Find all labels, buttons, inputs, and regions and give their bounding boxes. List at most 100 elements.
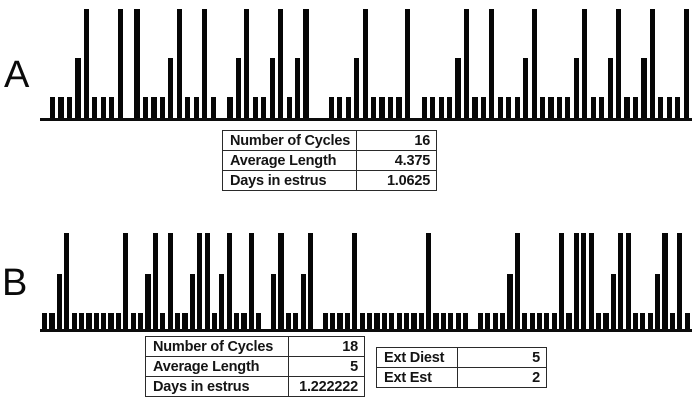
day-bar: [235, 58, 242, 119]
day-bar: [93, 313, 99, 330]
day-bar: [269, 58, 275, 119]
day-bar: [49, 313, 55, 330]
day-bar: [160, 313, 166, 330]
day-bar: [227, 97, 233, 119]
day-bar: [506, 97, 512, 119]
day-bar: [573, 233, 579, 330]
day-bar: [278, 233, 284, 330]
day-bar: [115, 313, 122, 330]
day-bar: [669, 313, 676, 330]
day-bar: [421, 97, 427, 119]
day-bar: [625, 233, 631, 330]
day-bar: [307, 233, 314, 330]
day-bar: [529, 313, 535, 330]
table-row: Average Length 5: [145, 356, 365, 377]
day-bar: [100, 97, 106, 119]
day-bar: [455, 58, 461, 119]
day-bar: [379, 97, 385, 119]
day-bar: [367, 313, 373, 330]
day-bar: [675, 97, 681, 119]
day-bar: [248, 233, 254, 330]
day-bar: [624, 97, 630, 119]
day-bar: [56, 274, 62, 330]
day-bar: [666, 97, 672, 119]
stat-value: 2: [457, 367, 547, 388]
day-bar: [303, 9, 309, 119]
day-bar: [168, 58, 174, 119]
day-bar: [362, 9, 368, 119]
day-bar: [204, 233, 210, 330]
day-bar: [234, 313, 240, 330]
day-bar: [615, 9, 622, 119]
day-bar: [588, 233, 594, 330]
day-bar: [337, 313, 343, 330]
day-bar: [78, 313, 85, 330]
day-bar: [219, 274, 225, 330]
day-bar: [75, 58, 81, 119]
panel-a-bar-chart: [50, 9, 692, 119]
day-bar: [641, 58, 647, 119]
day-bar: [544, 313, 550, 330]
day-bar: [556, 97, 563, 119]
panel-a-stats-table: Number of Cycles 16 Average Length 4.375…: [221, 130, 438, 191]
day-bar: [489, 9, 495, 119]
day-bar: [455, 313, 461, 330]
day-bar: [582, 9, 588, 119]
day-bar: [430, 97, 436, 119]
day-bar: [447, 97, 453, 119]
day-bar: [603, 313, 609, 330]
day-bar: [418, 313, 424, 330]
day-bar: [647, 313, 653, 330]
day-bar: [463, 313, 469, 330]
day-bar: [595, 313, 602, 330]
day-bar: [658, 97, 664, 119]
stat-value: 5: [288, 356, 365, 377]
panel-b-axis-line: [40, 329, 692, 332]
day-bar: [387, 97, 394, 119]
day-bar: [174, 313, 181, 330]
day-bar: [241, 313, 247, 330]
day-bar: [551, 313, 557, 330]
day-bar: [499, 313, 506, 330]
panel-a-axis-line: [40, 118, 692, 121]
day-bar: [64, 233, 70, 330]
day-bar: [581, 233, 587, 330]
day-bar: [352, 233, 358, 330]
day-bar: [101, 313, 107, 330]
day-bar: [108, 313, 114, 330]
day-bar: [252, 97, 258, 119]
day-bar: [294, 58, 301, 119]
day-bar: [523, 58, 529, 119]
day-bar: [640, 313, 646, 330]
day-bar: [50, 97, 56, 119]
day-bar: [344, 313, 351, 330]
stat-label: Average Length: [145, 356, 289, 377]
stat-value: 18: [288, 336, 365, 357]
day-bar: [134, 9, 140, 119]
day-bar: [371, 97, 377, 119]
day-bar: [211, 313, 218, 330]
day-bar: [433, 313, 439, 330]
day-bar: [548, 97, 554, 119]
stat-label: Days in estrus: [145, 376, 289, 397]
day-bar: [42, 313, 48, 330]
day-bar: [632, 97, 639, 119]
day-bar: [618, 233, 624, 330]
day-bar: [522, 313, 528, 330]
day-bar: [193, 97, 199, 119]
stat-label: Average Length: [221, 150, 358, 171]
day-bar: [472, 97, 478, 119]
table-row: Number of Cycles 16: [221, 130, 438, 151]
day-bar: [480, 97, 486, 119]
day-bar: [151, 97, 157, 119]
day-bar: [607, 58, 613, 119]
day-bar: [130, 313, 136, 330]
day-bar: [463, 9, 470, 119]
day-bar: [411, 313, 417, 330]
day-bar: [492, 313, 498, 330]
stat-value: 1.0625: [356, 170, 438, 191]
day-bar: [71, 313, 77, 330]
day-bar: [396, 97, 402, 119]
day-bar: [531, 9, 537, 119]
stat-label: Days in estrus: [221, 170, 358, 191]
